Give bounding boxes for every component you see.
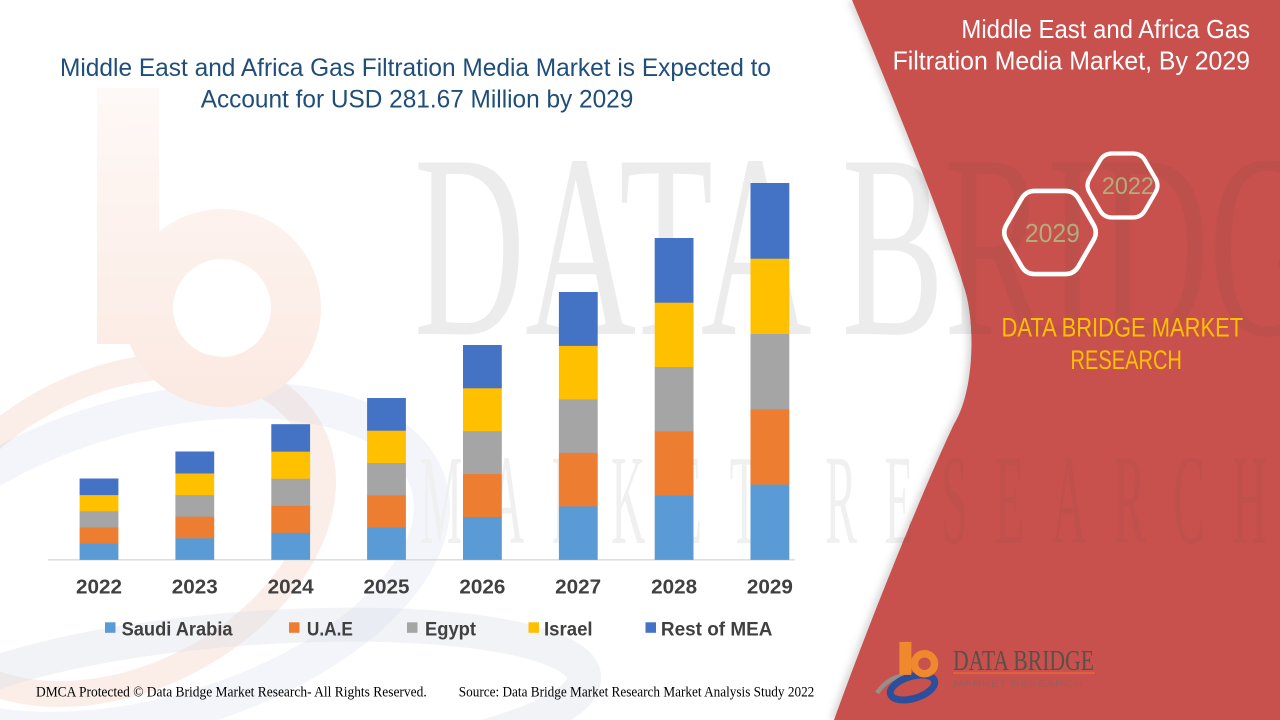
svg-text:Egypt: Egypt: [425, 619, 477, 640]
svg-text:2024: 2024: [268, 577, 315, 599]
svg-text:DATA BRIDGE MARKET: DATA BRIDGE MARKET: [1002, 312, 1244, 342]
svg-text:Source: Data Bridge Market Res: Source: Data Bridge Market Research Mark…: [459, 685, 815, 701]
svg-text:MARKET RESEARCH: MARKET RESEARCH: [953, 679, 1083, 689]
svg-text:Filtration Media Market, By 20: Filtration Media Market, By 2029: [893, 46, 1250, 76]
svg-text:2025: 2025: [364, 577, 410, 599]
svg-text:DATA BRIDGE: DATA BRIDGE: [953, 645, 1094, 677]
svg-text:Rest of MEA: Rest of MEA: [661, 619, 773, 640]
svg-text:2028: 2028: [651, 577, 697, 599]
svg-text:2029: 2029: [747, 577, 793, 599]
svg-text:2029: 2029: [1025, 218, 1080, 248]
svg-text:Account for USD 281.67 Million: Account for USD 281.67 Million by 2029: [201, 86, 634, 114]
svg-text:2022: 2022: [76, 577, 122, 599]
svg-text:2023: 2023: [172, 577, 218, 599]
svg-text:2027: 2027: [555, 577, 601, 599]
svg-text:Middle East and Africa Gas: Middle East and Africa Gas: [961, 14, 1250, 44]
svg-text:Israel: Israel: [544, 619, 593, 640]
svg-text:2022: 2022: [1102, 173, 1154, 200]
svg-text:U.A.E: U.A.E: [307, 619, 353, 640]
svg-text:2026: 2026: [459, 577, 505, 599]
svg-text:DMCA Protected © Data Bridge M: DMCA Protected © Data Bridge Market Rese…: [36, 685, 427, 701]
svg-text:RESEARCH: RESEARCH: [1071, 345, 1182, 375]
svg-text:Saudi Arabia: Saudi Arabia: [122, 619, 233, 640]
svg-text:Middle East and Africa Gas Fil: Middle East and Africa Gas Filtration Me…: [60, 54, 771, 82]
